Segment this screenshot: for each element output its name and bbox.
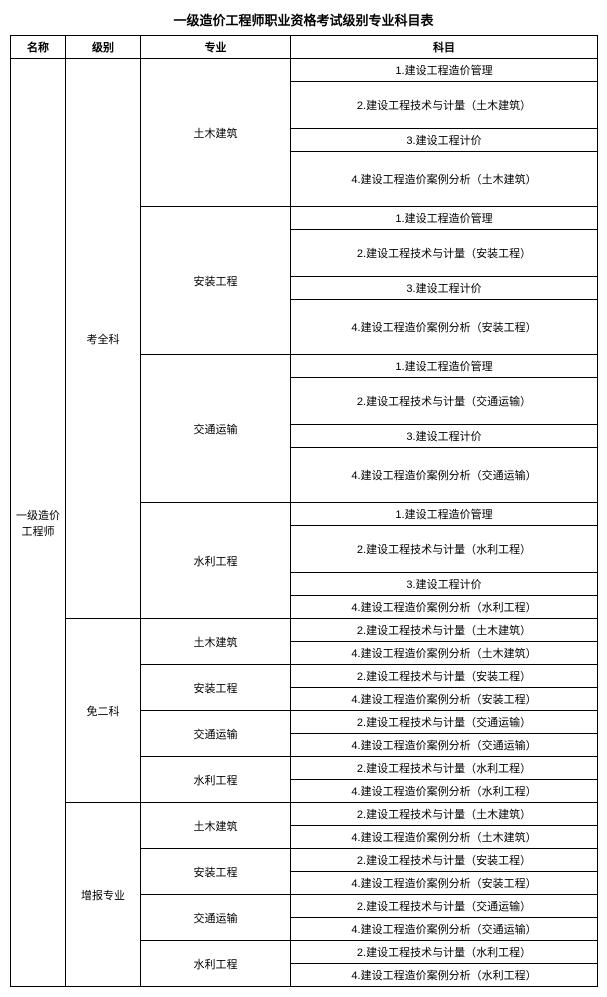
cell-subject: 3.建设工程计价 xyxy=(291,129,598,152)
cell-subject: 2.建设工程技术与计量（水利工程） xyxy=(291,757,598,780)
cell-major-water: 水利工程 xyxy=(141,757,291,803)
col-level: 级别 xyxy=(66,36,141,59)
cell-subject: 2.建设工程技术与计量（安装工程） xyxy=(291,849,598,872)
cell-level-add: 增报专业 xyxy=(66,803,141,987)
cell-subject: 4.建设工程造价案例分析（安装工程） xyxy=(291,300,598,355)
cell-subject: 3.建设工程计价 xyxy=(291,573,598,596)
cell-subject: 2.建设工程技术与计量（交通运输） xyxy=(291,378,598,425)
subject-table: 名称 级别 专业 科目 一级造价工程师 考全科 土木建筑 1.建设工程造价管理 … xyxy=(10,35,598,987)
cell-subject: 1.建设工程造价管理 xyxy=(291,503,598,526)
cell-major-install: 安装工程 xyxy=(141,849,291,895)
header-row: 名称 级别 专业 科目 xyxy=(11,36,598,59)
cell-subject: 4.建设工程造价案例分析（水利工程） xyxy=(291,596,598,619)
cell-subject: 1.建设工程造价管理 xyxy=(291,355,598,378)
cell-name: 一级造价工程师 xyxy=(11,59,66,987)
cell-subject: 2.建设工程技术与计量（水利工程） xyxy=(291,941,598,964)
cell-major-transport: 交通运输 xyxy=(141,895,291,941)
col-major: 专业 xyxy=(141,36,291,59)
cell-major-civil: 土木建筑 xyxy=(141,803,291,849)
cell-major-civil: 土木建筑 xyxy=(141,59,291,207)
cell-subject: 2.建设工程技术与计量（水利工程） xyxy=(291,526,598,573)
cell-major-civil: 土木建筑 xyxy=(141,619,291,665)
cell-subject: 1.建设工程造价管理 xyxy=(291,59,598,82)
cell-major-water: 水利工程 xyxy=(141,503,291,619)
cell-subject: 2.建设工程技术与计量（交通运输） xyxy=(291,895,598,918)
cell-level-exempt: 免二科 xyxy=(66,619,141,803)
cell-subject: 2.建设工程技术与计量（交通运输） xyxy=(291,711,598,734)
cell-subject: 4.建设工程造价案例分析（土木建筑） xyxy=(291,152,598,207)
cell-subject: 4.建设工程造价案例分析（安装工程） xyxy=(291,688,598,711)
cell-subject: 4.建设工程造价案例分析（安装工程） xyxy=(291,872,598,895)
cell-major-install: 安装工程 xyxy=(141,665,291,711)
cell-major-transport: 交通运输 xyxy=(141,711,291,757)
cell-major-water: 水利工程 xyxy=(141,941,291,987)
table-row: 增报专业 土木建筑 2.建设工程技术与计量（土木建筑） xyxy=(11,803,598,826)
col-subject: 科目 xyxy=(291,36,598,59)
cell-subject: 2.建设工程技术与计量（土木建筑） xyxy=(291,82,598,129)
col-name: 名称 xyxy=(11,36,66,59)
cell-major-install: 安装工程 xyxy=(141,207,291,355)
cell-subject: 2.建设工程技术与计量（安装工程） xyxy=(291,665,598,688)
cell-major-transport: 交通运输 xyxy=(141,355,291,503)
cell-subject: 4.建设工程造价案例分析（土木建筑） xyxy=(291,826,598,849)
cell-subject: 4.建设工程造价案例分析（土木建筑） xyxy=(291,642,598,665)
cell-subject: 4.建设工程造价案例分析（交通运输） xyxy=(291,734,598,757)
cell-subject: 4.建设工程造价案例分析（交通运输） xyxy=(291,918,598,941)
cell-subject: 2.建设工程技术与计量（安装工程） xyxy=(291,230,598,277)
table-row: 免二科 土木建筑 2.建设工程技术与计量（土木建筑） xyxy=(11,619,598,642)
cell-subject: 2.建设工程技术与计量（土木建筑） xyxy=(291,619,598,642)
cell-subject: 4.建设工程造价案例分析（水利工程） xyxy=(291,964,598,987)
cell-subject: 2.建设工程技术与计量（土木建筑） xyxy=(291,803,598,826)
cell-subject: 4.建设工程造价案例分析（交通运输） xyxy=(291,448,598,503)
cell-subject: 4.建设工程造价案例分析（水利工程） xyxy=(291,780,598,803)
cell-level-full: 考全科 xyxy=(66,59,141,619)
table-row: 一级造价工程师 考全科 土木建筑 1.建设工程造价管理 xyxy=(11,59,598,82)
cell-subject: 3.建设工程计价 xyxy=(291,425,598,448)
cell-subject: 1.建设工程造价管理 xyxy=(291,207,598,230)
page-title: 一级造价工程师职业资格考试级别专业科目表 xyxy=(10,10,597,29)
cell-subject: 3.建设工程计价 xyxy=(291,277,598,300)
